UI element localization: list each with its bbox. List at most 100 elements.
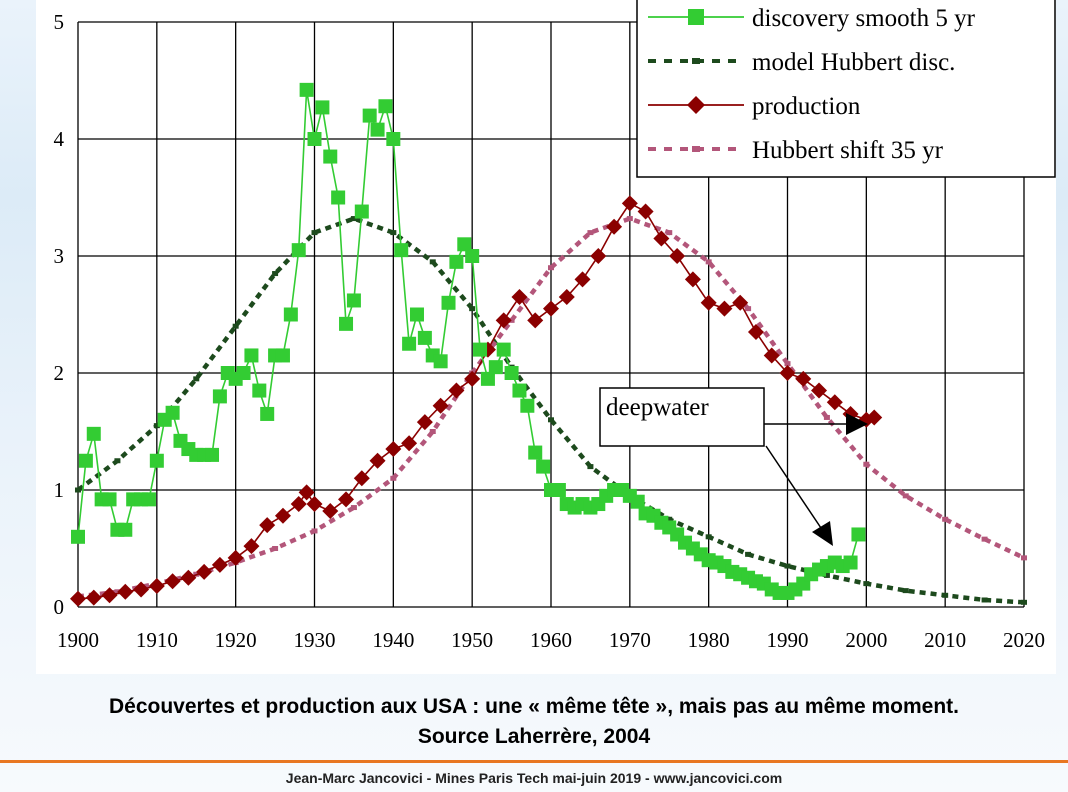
- series-0-point-39: [378, 99, 393, 114]
- series-2-point-5: [148, 577, 165, 594]
- series-1-point-18: [784, 563, 791, 569]
- series-2: [70, 195, 883, 607]
- x-tick-label-1960: 1960: [530, 628, 572, 652]
- series-0: [71, 82, 866, 600]
- series-3-point-7: [350, 505, 357, 511]
- series-2-point-19: [353, 470, 370, 487]
- x-tick-label-1910: 1910: [136, 628, 178, 652]
- legend-item-2: production: [648, 93, 861, 120]
- series-1-point-1: [114, 458, 121, 464]
- y-tick-label-3: 3: [54, 244, 65, 268]
- legend-marker-3: [692, 146, 700, 152]
- series-2-point-32: [558, 288, 575, 305]
- series-3-point-22: [942, 516, 949, 522]
- series-1-point-15: [666, 516, 673, 522]
- series-0-point-27: [283, 307, 298, 322]
- series-2-point-24: [432, 397, 449, 414]
- series-0-point-55: [504, 366, 519, 380]
- legend-label-1: model Hubbert disc.: [752, 49, 955, 76]
- x-tick-label-1980: 1980: [688, 628, 730, 652]
- legend-label-0: discovery smooth 5 yr: [752, 5, 976, 32]
- series-2-point-40: [684, 271, 701, 288]
- series-1-point-10: [469, 306, 476, 312]
- series-1-point-22: [942, 592, 949, 598]
- series-2-point-43: [732, 294, 749, 311]
- series-3-point-19: [823, 414, 830, 420]
- series-0-point-42: [402, 336, 417, 351]
- series-0-point-1: [78, 453, 93, 468]
- series-2-point-30: [527, 312, 544, 329]
- series-1-point-4: [232, 323, 239, 329]
- series-2-point-44: [747, 324, 764, 341]
- series-2-point-28: [495, 312, 512, 329]
- series-0-point-71: [630, 494, 645, 509]
- series-2-point-13: [274, 507, 291, 524]
- series-1-point-17: [745, 551, 752, 557]
- series-3-point-18: [784, 361, 791, 367]
- series-0-point-23: [252, 383, 267, 398]
- series-0-point-59: [536, 459, 551, 474]
- series-3-point-9: [429, 429, 436, 434]
- legend-item-1: model Hubbert disc.: [648, 49, 955, 76]
- legend-label-3: Hubbert shift 35 yr: [752, 137, 944, 164]
- series-0-point-53: [488, 360, 503, 375]
- series-0-point-37: [362, 108, 377, 123]
- x-tick-label-1950: 1950: [451, 628, 493, 652]
- x-tick-label-2020: 2020: [1003, 628, 1045, 652]
- series-2-point-8: [196, 563, 213, 580]
- series-2-point-12: [259, 517, 276, 534]
- series-2-point-16: [306, 496, 323, 513]
- series-2-point-39: [669, 248, 686, 264]
- series-2-point-15: [298, 484, 315, 501]
- series-2-point-11: [243, 538, 260, 555]
- series-0-point-30: [307, 132, 322, 146]
- series-0-point-38: [370, 122, 385, 137]
- series-0-point-47: [441, 295, 456, 310]
- x-tick-label-1900: 1900: [57, 628, 99, 652]
- series-2-point-29: [511, 288, 528, 305]
- series-0-point-0: [71, 529, 85, 544]
- series-0-point-61: [551, 483, 566, 497]
- series-3-point-17: [745, 306, 752, 312]
- series-1-point-12: [548, 417, 554, 423]
- y-tick-label-0: 0: [54, 595, 65, 619]
- series-0-point-52: [480, 371, 495, 386]
- caption-line-2: Source Laherrère, 2004: [417, 725, 651, 748]
- series-3-point-16: [705, 259, 712, 265]
- series-2-point-23: [416, 414, 433, 431]
- series-1-point-2: [153, 423, 160, 429]
- series-2-point-9: [211, 556, 228, 573]
- series-3-point-6: [311, 528, 318, 534]
- series-0-point-99: [851, 527, 866, 542]
- series-2-point-38: [653, 230, 670, 247]
- series-1-point-5: [272, 271, 279, 277]
- series-2-point-1: [85, 589, 102, 606]
- series-2-point-35: [606, 218, 623, 235]
- series-2-point-10: [227, 549, 244, 566]
- series-2-point-6: [164, 573, 181, 590]
- series-1-point-8: [390, 230, 397, 236]
- series-0-point-22: [244, 348, 259, 363]
- series-2-point-22: [401, 435, 418, 452]
- series-0-point-44: [417, 330, 432, 345]
- series-0-point-24: [260, 406, 275, 421]
- series-1-point-0: [75, 487, 81, 493]
- y-tick-label-1: 1: [54, 478, 65, 502]
- legend-marker-2: [687, 96, 705, 114]
- series-0-point-28: [291, 243, 306, 258]
- series-0-point-50: [465, 249, 480, 263]
- series-3-point-14: [626, 216, 633, 222]
- legend-item-3: Hubbert shift 35 yr: [648, 137, 944, 164]
- series-2-point-52: [866, 409, 883, 426]
- series-2-point-42: [716, 300, 733, 317]
- chart-panel: 1900 1910 1920 1930 1940 1950 1960 1970 1980 1990…: [36, 0, 1056, 674]
- series-2-point-41: [700, 294, 717, 311]
- series-2-point-46: [779, 365, 796, 381]
- series-0-point-32: [323, 149, 338, 164]
- legend: discovery smooth 5 yr model Hubbert disc.…: [636, 0, 1056, 178]
- series-0-point-56: [512, 383, 527, 398]
- series-0-point-35: [346, 293, 361, 308]
- deepwater-arrowhead-1: [846, 413, 868, 435]
- legend-item-0: discovery smooth 5 yr: [648, 5, 976, 32]
- series-0-point-40: [386, 132, 401, 146]
